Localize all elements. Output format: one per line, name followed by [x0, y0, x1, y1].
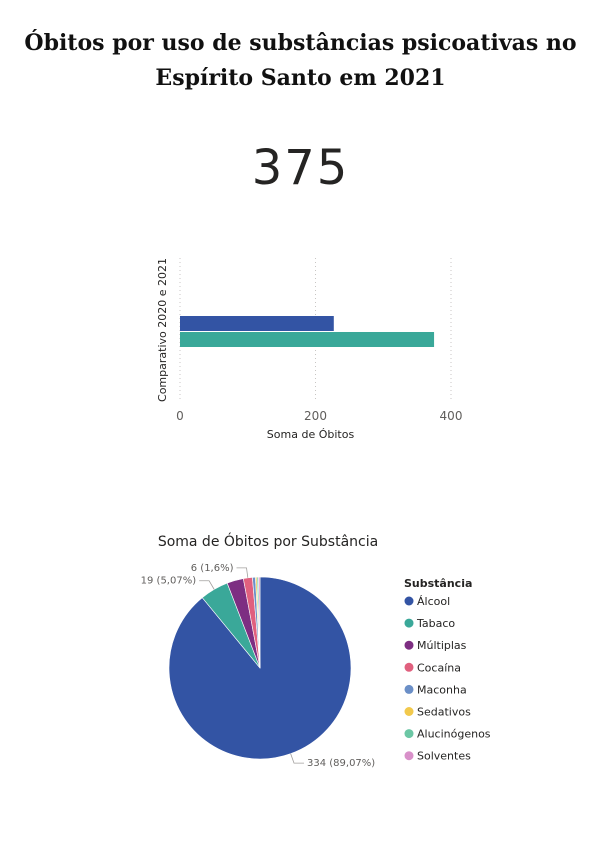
legend-item-label: Sedativos: [417, 706, 471, 719]
pie-data-label: 19 (5,07%): [141, 576, 197, 587]
legend-marker: [404, 596, 414, 606]
kpi-total-value: 375: [251, 140, 350, 196]
legend-item-label: Cocaína: [417, 661, 461, 674]
pie-label-leader: [236, 567, 249, 578]
y-axis-title: Comparativo 2020 e 2021: [156, 258, 169, 402]
page-title-line-1: Óbitos por uso de substâncias psicoativa…: [24, 30, 577, 56]
pie-label-leader: [199, 580, 215, 590]
x-tick-label: 200: [304, 409, 327, 423]
legend-marker: [404, 707, 414, 716]
legend-marker: [404, 751, 414, 761]
legend-item-label: Maconha: [417, 683, 467, 696]
pie-slice: [258, 576, 261, 669]
bar: [180, 316, 334, 331]
legend-item-label: Múltiplas: [417, 639, 467, 652]
bar-chart: 0 200 400 Soma de Óbitos Comparativo 2020 e …: [156, 258, 463, 441]
x-tick-label: 400: [440, 409, 463, 423]
legend-item-label: Álcool: [417, 595, 450, 608]
legend-marker: [404, 729, 414, 739]
legend-item-label: Solventes: [417, 750, 471, 763]
pie-label-leader: [290, 753, 305, 764]
page-title: Óbitos por uso de substâncias psicoativa…: [0, 26, 601, 96]
legend-title: Substância: [404, 577, 472, 590]
legend-marker: [404, 684, 414, 694]
x-axis-title: Soma de Óbitos: [267, 428, 355, 441]
page-title-line-2: Espírito Santo em 2021: [155, 65, 446, 91]
bar: [180, 332, 435, 347]
pie-data-label: 6 (1,6%): [191, 563, 234, 574]
legend-marker: [404, 640, 414, 650]
legend-item-label: Tabaco: [416, 617, 455, 630]
x-tick-label: 0: [176, 409, 184, 423]
legend-item-label: Alucinógenos: [417, 728, 491, 741]
pie-title: Soma de Óbitos por Substância: [158, 532, 378, 550]
legend-marker: [404, 618, 414, 628]
pie-data-label: 334 (89,07%): [307, 758, 375, 769]
legend-marker: [404, 662, 414, 672]
